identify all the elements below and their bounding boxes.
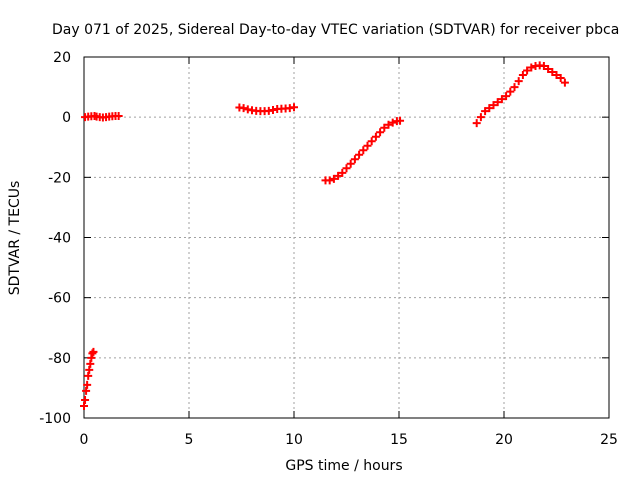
y-tick-label: 0 [62, 110, 71, 126]
data-point [83, 380, 92, 389]
data-point [82, 386, 91, 395]
x-tick-label: 20 [495, 432, 513, 448]
data-point [325, 176, 334, 185]
data-point [86, 359, 95, 368]
data-point [355, 150, 364, 159]
y-tick-label: 20 [53, 50, 71, 66]
data-point [342, 164, 351, 173]
data-point [523, 66, 532, 75]
x-tick-label: 15 [390, 432, 408, 448]
y-axis-label: SDTVAR / TECUs [7, 181, 23, 296]
data-point [81, 395, 90, 404]
data-point [87, 353, 96, 362]
data-point [476, 113, 485, 122]
data-point [88, 349, 97, 358]
data-point [527, 63, 536, 72]
data-point [346, 159, 355, 168]
data-point [506, 87, 515, 96]
series-pass-5 [472, 61, 569, 128]
data-point [376, 128, 385, 137]
y-tick-label: -20 [48, 170, 71, 186]
data-point [384, 120, 393, 129]
data-point [552, 71, 561, 80]
series-pass-1 [80, 347, 98, 410]
y-tick-label: -100 [39, 411, 71, 427]
data-point [539, 62, 548, 71]
data-point [481, 107, 490, 116]
data-point [510, 83, 519, 92]
data-point [544, 65, 553, 74]
data-point [548, 68, 557, 77]
data-point [371, 132, 380, 141]
data-point [514, 77, 523, 86]
data-point [359, 146, 368, 155]
x-axis-label: GPS time / hours [285, 458, 402, 474]
data-point [363, 141, 372, 150]
series-pass-2 [81, 111, 123, 122]
x-tick-label: 0 [80, 432, 89, 448]
y-tick-labels: -100 -80 -60 -40 -20 0 20 [39, 50, 71, 427]
data-point [380, 123, 389, 132]
data-point [239, 104, 248, 113]
data-point [84, 371, 93, 380]
data-point [489, 101, 498, 110]
series-pass-4 [321, 116, 405, 185]
y-tick-label: -40 [48, 231, 71, 247]
data-point [350, 155, 359, 164]
series-pass-3 [235, 103, 298, 116]
y-tick-label: -80 [48, 351, 71, 367]
data-point [85, 365, 94, 374]
data-point [89, 347, 98, 356]
y-tick-label: -60 [48, 291, 71, 307]
data-point [388, 118, 397, 127]
data-point [518, 71, 527, 80]
data-point [396, 116, 405, 125]
data-point [493, 98, 502, 107]
data-point [290, 103, 298, 112]
plot-frame [83, 56, 610, 419]
data-point [329, 174, 338, 183]
data-point [472, 119, 481, 128]
x-tick-label: 10 [285, 432, 303, 448]
chart-title: Day 071 of 2025, Sidereal Day-to-day VTE… [52, 22, 619, 38]
data-point [80, 401, 88, 410]
data-point [556, 74, 565, 83]
x-tick-label: 5 [185, 432, 194, 448]
x-tick-label: 25 [600, 432, 618, 448]
data-point [560, 78, 569, 87]
data-point [497, 95, 506, 104]
x-tick-labels: 0 5 10 15 20 25 [80, 432, 618, 448]
data-point [367, 137, 376, 146]
data-points [80, 61, 569, 410]
grid-lines [84, 57, 609, 418]
data-point [338, 168, 347, 177]
data-point [334, 171, 343, 180]
data-point [485, 104, 494, 113]
data-point [502, 92, 511, 101]
data-point [114, 111, 123, 120]
